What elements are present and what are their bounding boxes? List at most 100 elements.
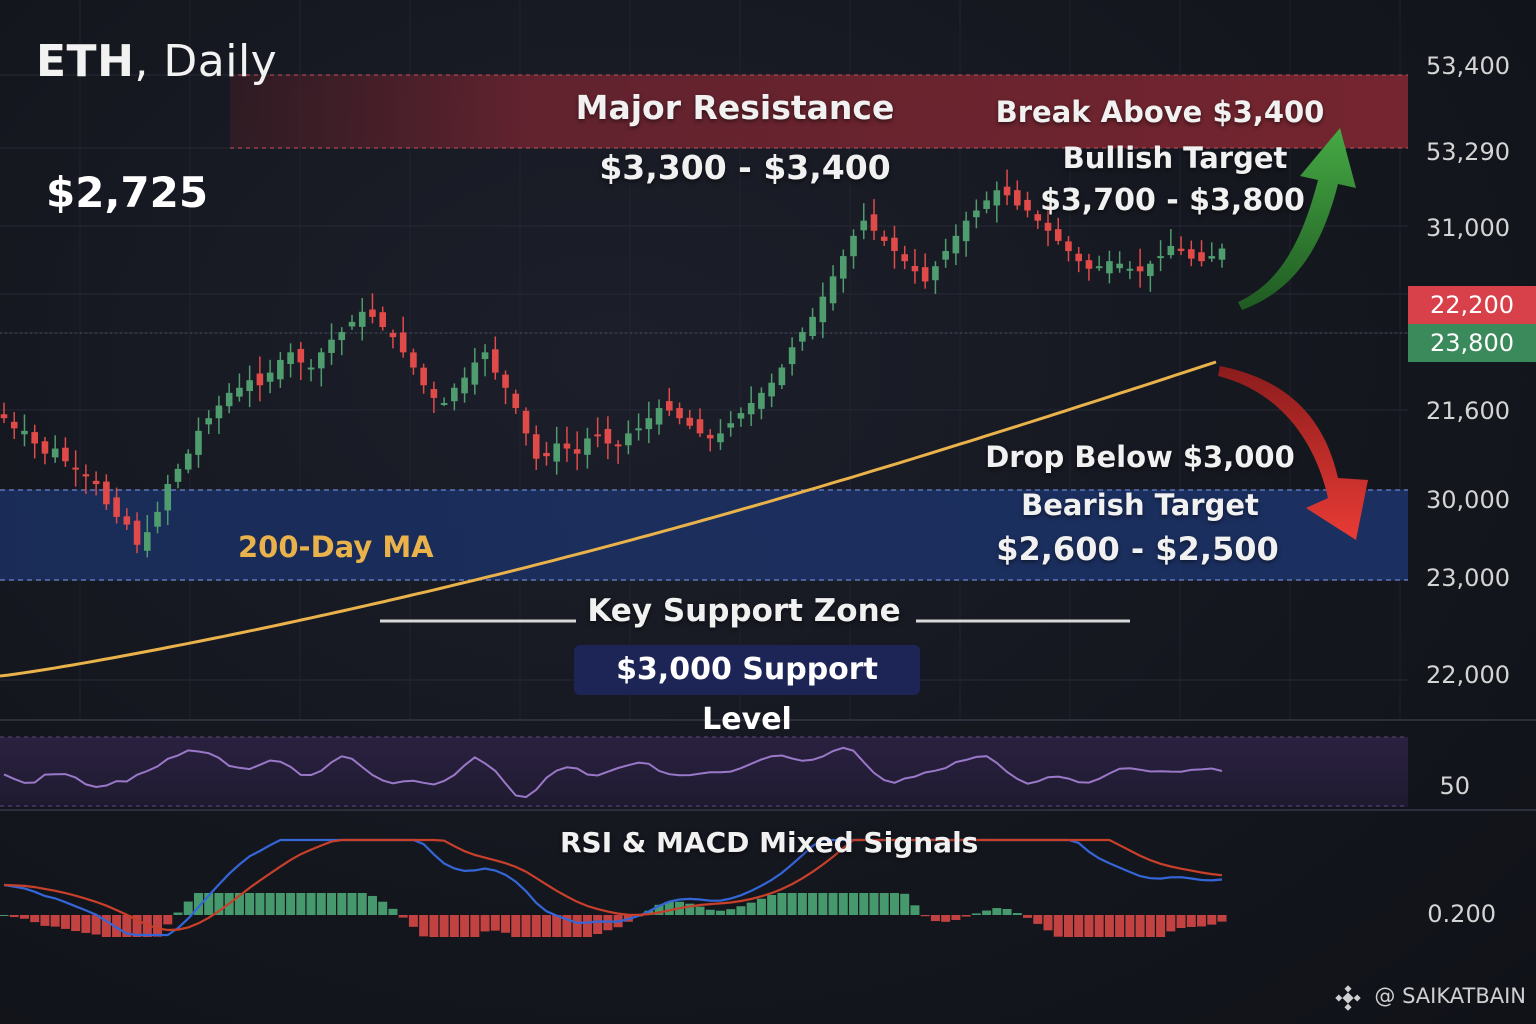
candle-body [962, 220, 970, 242]
candle-body [82, 474, 90, 477]
macd-histogram-bar [715, 910, 725, 915]
candle-body [369, 309, 376, 317]
axis-tick-3: 31,000 [1426, 214, 1510, 242]
candle-body [103, 481, 110, 505]
rsi-line [3, 746, 1223, 799]
macd-histogram-bar [398, 915, 408, 918]
macd-histogram-bar [705, 909, 715, 915]
candle-body [1024, 199, 1031, 211]
macd-histogram-bar [183, 901, 193, 915]
macd-histogram-bar [1084, 915, 1094, 937]
macd-histogram-bar [1063, 915, 1073, 937]
macd-histogram-bar [941, 915, 951, 922]
candle-body [788, 347, 796, 365]
candlestick-series [0, 169, 1226, 558]
candle-body [758, 392, 765, 409]
candle-body [543, 452, 550, 457]
support-zone-title: Key Support Zone [587, 593, 901, 629]
ma200-label: 200-Day MA [238, 530, 434, 564]
candle-body [676, 408, 683, 419]
candle-body [1208, 256, 1216, 259]
candle-body [348, 321, 356, 327]
macd-histogram-bar [255, 893, 265, 915]
macd-histogram-bar [930, 915, 940, 922]
indicator-title: RSI & MACD Mixed Signals [560, 826, 979, 859]
candle-body [410, 352, 417, 368]
macd-histogram-bar [828, 893, 838, 915]
bullish-arrow [1238, 128, 1356, 310]
macd-histogram-bar [1023, 915, 1033, 918]
macd-histogram-bar [1125, 915, 1135, 937]
symbol-title: ETH, Daily [36, 36, 277, 87]
candle-body [860, 220, 868, 231]
candle-body [594, 434, 601, 437]
candle-body [747, 402, 755, 415]
candle-body [839, 256, 847, 279]
macd-histogram-bar [408, 915, 418, 927]
candle-body [768, 382, 775, 397]
candle-body [379, 312, 387, 328]
candle-body [51, 448, 59, 458]
candle-body [123, 516, 131, 525]
macd-histogram-bar [193, 893, 203, 915]
candle-body [891, 237, 898, 252]
candle-body [1075, 253, 1083, 262]
macd-histogram-bar [797, 893, 807, 915]
candle-body [737, 413, 745, 419]
candle-body [225, 392, 233, 407]
candle-body [655, 408, 663, 425]
macd-histogram-bar [695, 906, 705, 915]
candle-body [1003, 186, 1011, 196]
candle-body [1218, 248, 1226, 260]
macd-histogram-bar [153, 915, 163, 937]
candle-body [420, 367, 427, 386]
candle-body [522, 410, 530, 434]
candle-body [880, 236, 888, 241]
macd-histogram-bar [1156, 915, 1166, 937]
macd-histogram-bar [388, 908, 398, 915]
candle-body [1198, 252, 1205, 262]
candle-body [696, 419, 704, 434]
candle-body [952, 235, 960, 254]
candle-body [399, 332, 407, 353]
macd-histogram-bar [531, 915, 541, 937]
candle-body [727, 423, 735, 428]
bull-break-label: Break Above $3,400 [995, 95, 1325, 129]
macd-histogram-bar [562, 915, 572, 937]
candle-body [72, 467, 79, 470]
macd-histogram-bar [552, 915, 562, 937]
macd-histogram-bar [726, 909, 736, 915]
macd-histogram-bar [60, 915, 70, 929]
resistance-title: Major Resistance [575, 88, 895, 127]
macd-histogram-bar [992, 908, 1002, 915]
macd-histogram-bar [101, 915, 111, 937]
macd-histogram-bar [951, 915, 961, 920]
candle-body [983, 200, 990, 209]
macd-histogram-bar [808, 893, 818, 915]
support-zone [0, 490, 1408, 580]
candle-body [635, 428, 642, 431]
macd-histogram-bar [234, 893, 244, 915]
candle-body [195, 430, 202, 455]
macd-histogram-bar [818, 893, 828, 915]
macd-histogram-bar [644, 910, 654, 915]
bear-target-range: $2,600 - $2,500 [996, 530, 1279, 568]
macd-histogram-bar [40, 915, 50, 926]
macd-histogram-bar [756, 898, 766, 915]
macd-histogram-bar [470, 915, 480, 937]
candle-body [440, 402, 448, 405]
candle-body [174, 468, 182, 482]
rsi-panel-band [0, 737, 1408, 807]
macd-histogram-bar [869, 893, 879, 915]
macd-histogram-bar [685, 903, 695, 915]
macd-histogram-bar [1043, 915, 1053, 931]
macd-histogram-bar [265, 893, 275, 915]
macd-histogram-bar [920, 915, 930, 917]
candle-body [1106, 261, 1113, 274]
macd-histogram-bar [1074, 915, 1084, 937]
candle-body [358, 311, 366, 327]
macd-histogram-bar [777, 893, 787, 915]
axis-tick-7: 22,000 [1426, 661, 1510, 689]
